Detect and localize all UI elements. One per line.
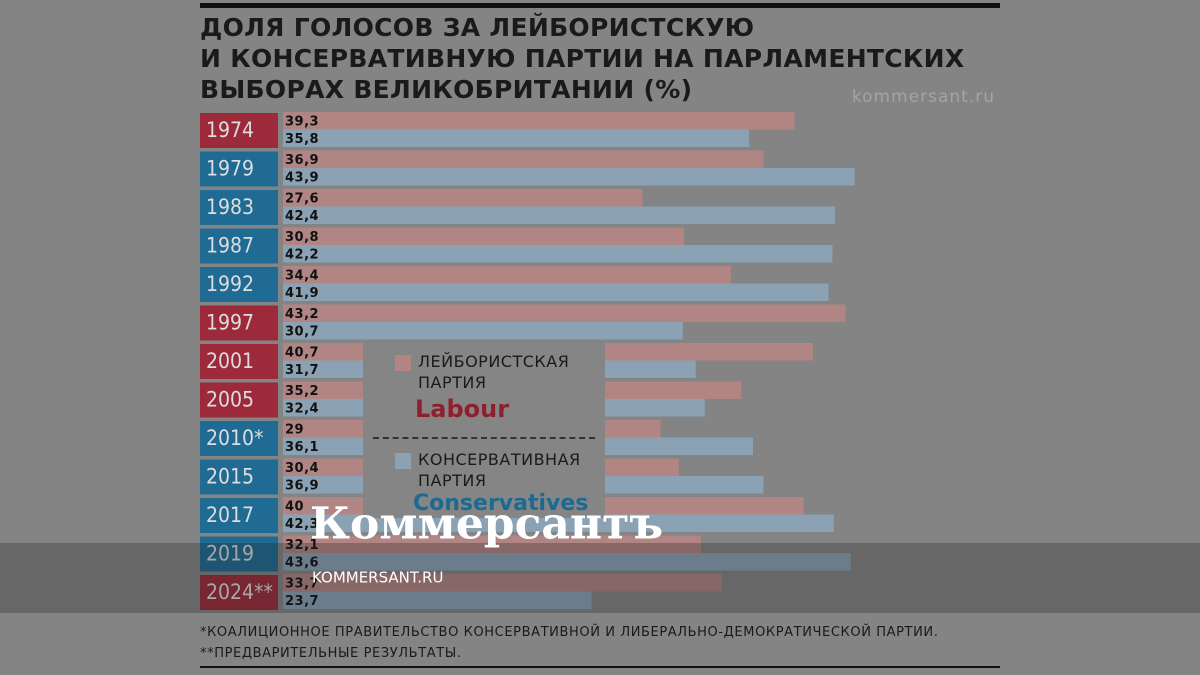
legend-swatch bbox=[395, 453, 411, 469]
value-label: 42,3 bbox=[285, 517, 319, 532]
bar bbox=[283, 283, 829, 301]
value-label: 29 bbox=[285, 422, 304, 437]
value-label: 34,4 bbox=[285, 268, 319, 283]
year-box bbox=[200, 498, 278, 533]
bar bbox=[283, 129, 750, 147]
y-tick-label: 2019 bbox=[206, 542, 254, 566]
year-box bbox=[200, 151, 278, 187]
bar bbox=[283, 112, 795, 130]
y-tick-label: 1997 bbox=[206, 311, 254, 335]
value-label: 35,2 bbox=[285, 384, 319, 399]
bar bbox=[283, 168, 855, 186]
value-label: 36,9 bbox=[285, 153, 319, 168]
bar bbox=[283, 150, 764, 168]
value-label: 40 bbox=[285, 499, 304, 514]
value-label: 43,9 bbox=[285, 170, 319, 185]
bar bbox=[283, 304, 846, 322]
year-box bbox=[200, 421, 278, 456]
year-box bbox=[200, 113, 278, 148]
legend-logo: Conservatives bbox=[413, 491, 589, 516]
value-label: 31,7 bbox=[285, 363, 319, 378]
top-rule bbox=[200, 3, 1000, 8]
y-tick-label: 1987 bbox=[206, 234, 254, 258]
value-label: 43,2 bbox=[285, 307, 319, 322]
y-tick-label: 2005 bbox=[206, 388, 254, 412]
value-label: 30,4 bbox=[285, 461, 319, 476]
note: **ПРЕДВАРИТЕЛЬНЫЕ РЕЗУЛЬТАТЫ. bbox=[200, 646, 462, 661]
value-label: 36,9 bbox=[285, 478, 319, 493]
value-label: 42,2 bbox=[285, 247, 319, 262]
value-label: 35,8 bbox=[285, 132, 319, 147]
note: *КОАЛИЦИОННОЕ ПРАВИТЕЛЬСТВО КОНСЕРВАТИВН… bbox=[200, 625, 939, 640]
bar bbox=[283, 553, 851, 571]
year-box bbox=[200, 536, 278, 572]
y-tick-label: 1979 bbox=[206, 157, 254, 181]
bar bbox=[283, 322, 683, 340]
y-tick-label: 1992 bbox=[206, 272, 254, 296]
value-label: 30,7 bbox=[285, 324, 319, 339]
value-label: 32,4 bbox=[285, 401, 319, 416]
legend-swatch bbox=[395, 355, 411, 371]
year-box bbox=[200, 459, 278, 495]
y-tick-label: 2001 bbox=[206, 349, 254, 373]
chart-title: ДОЛЯ ГОЛОСОВ ЗА ЛЕЙБОРИСТСКУЮ И КОНСЕРВА… bbox=[200, 13, 965, 104]
y-tick-label: 1974 bbox=[206, 118, 254, 142]
year-box bbox=[200, 575, 278, 610]
bar bbox=[283, 574, 722, 592]
bar bbox=[283, 245, 833, 263]
y-tick-label: 2010* bbox=[206, 426, 264, 450]
legend-label: ЛЕЙБОРИСТСКАЯ ПАРТИЯ bbox=[418, 352, 570, 392]
year-box bbox=[200, 344, 278, 379]
value-label: 42,4 bbox=[285, 209, 319, 224]
bar bbox=[283, 535, 701, 553]
bar bbox=[283, 227, 685, 245]
legend-logo: Labour bbox=[415, 395, 510, 423]
y-tick-label: 2015 bbox=[206, 465, 254, 489]
value-label: 32,1 bbox=[285, 538, 319, 553]
source: kommersant.ru bbox=[852, 87, 995, 107]
bar bbox=[283, 591, 592, 609]
y-tick-label: 2017 bbox=[206, 503, 254, 527]
y-tick-label: 2024** bbox=[206, 580, 273, 604]
value-label: 40,7 bbox=[285, 345, 319, 360]
year-box bbox=[200, 228, 278, 264]
year-box bbox=[200, 267, 278, 302]
bar bbox=[283, 206, 836, 224]
value-label: 39,3 bbox=[285, 114, 319, 129]
year-box bbox=[200, 382, 278, 418]
bar bbox=[283, 514, 834, 532]
y-tick-label: 1983 bbox=[206, 195, 254, 219]
value-label: 30,8 bbox=[285, 230, 319, 245]
legend-label: КОНСЕРВАТИВНАЯ ПАРТИЯ bbox=[418, 450, 581, 490]
year-box bbox=[200, 190, 278, 225]
legend-separator bbox=[373, 437, 595, 439]
value-label: 33,7 bbox=[285, 576, 319, 591]
bar bbox=[283, 189, 643, 207]
value-label: 41,9 bbox=[285, 286, 319, 301]
value-label: 27,6 bbox=[285, 191, 319, 206]
value-label: 23,7 bbox=[285, 594, 319, 609]
legend: ЛЕЙБОРИСТСКАЯ ПАРТИЯ Labour КОНСЕРВАТИВН… bbox=[363, 343, 605, 518]
value-label: 36,1 bbox=[285, 440, 319, 455]
notes: *КОАЛИЦИОННОЕ ПРАВИТЕЛЬСТВО КОНСЕРВАТИВН… bbox=[200, 622, 938, 664]
year-box bbox=[200, 305, 278, 341]
bottom-rule bbox=[200, 666, 1000, 668]
value-label: 43,6 bbox=[285, 555, 319, 570]
bar bbox=[283, 266, 731, 284]
